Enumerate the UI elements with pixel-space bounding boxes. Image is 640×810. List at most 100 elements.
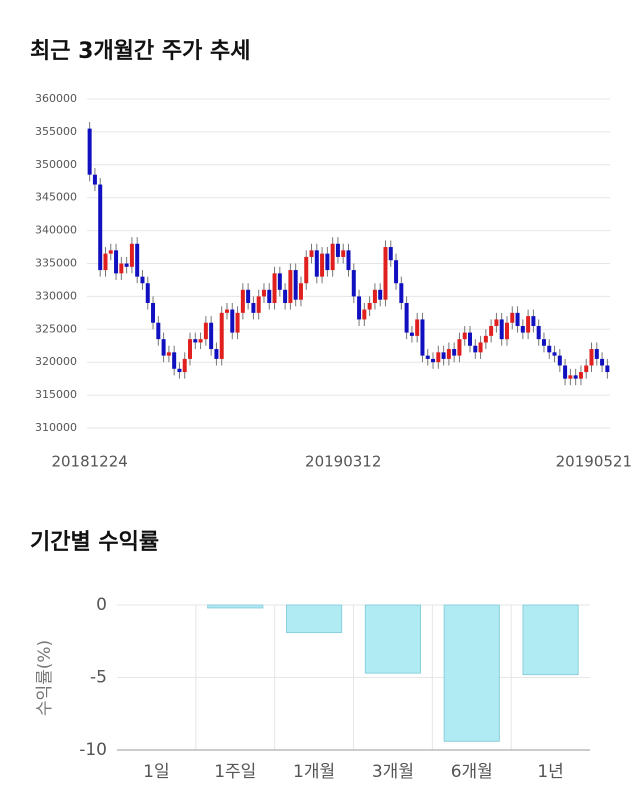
chart-title: 최근 3개월간 주가 추세 xyxy=(30,39,250,64)
y-tick-label: 0 xyxy=(96,595,107,615)
candle-body xyxy=(520,326,525,333)
candle-body xyxy=(446,349,451,359)
candle-body xyxy=(568,375,573,379)
y-tick-label: 310000 xyxy=(35,421,77,434)
candle-body xyxy=(409,332,414,336)
candle-body xyxy=(235,312,240,333)
candle-body xyxy=(119,263,124,274)
candle-body xyxy=(473,345,478,353)
x-tick-label: 20190312 xyxy=(305,453,381,471)
candle-body xyxy=(161,339,166,356)
candle-body xyxy=(367,302,372,310)
candle-body xyxy=(267,289,272,303)
candle-body xyxy=(346,250,351,271)
candle-body xyxy=(605,365,610,373)
candle-body xyxy=(135,243,140,277)
candle-body xyxy=(335,243,340,257)
candle-body xyxy=(145,283,150,303)
y-tick-label: -10 xyxy=(79,740,107,760)
candle-body xyxy=(224,309,229,313)
candle-body xyxy=(87,128,92,175)
candle-body xyxy=(536,326,541,340)
candle-body xyxy=(341,250,346,257)
candle-body xyxy=(489,326,494,336)
candle-body xyxy=(462,332,467,340)
candle-body xyxy=(394,260,399,284)
candle-body xyxy=(531,316,536,327)
candle-body xyxy=(399,283,404,303)
candle-body xyxy=(483,335,488,343)
candle-body xyxy=(372,289,377,303)
x-tick-label: 3개월 xyxy=(372,762,414,782)
bar xyxy=(364,604,422,674)
candle-body xyxy=(552,352,557,356)
bar xyxy=(285,604,343,634)
candle-body xyxy=(362,309,367,320)
candle-body xyxy=(557,355,562,366)
x-tick-label: 1년 xyxy=(537,762,563,782)
candle-body xyxy=(288,270,293,303)
y-tick-label: -5 xyxy=(90,668,107,688)
candle-body xyxy=(404,302,409,333)
candle-body xyxy=(219,312,224,359)
y-tick-label: 325000 xyxy=(35,322,77,335)
candle-body xyxy=(357,296,362,320)
x-tick-label: 1개월 xyxy=(293,762,335,782)
candle-body xyxy=(203,322,208,340)
y-tick-label: 355000 xyxy=(35,125,77,138)
y-tick-label: 335000 xyxy=(35,257,77,270)
candle-body xyxy=(304,256,309,284)
candle-body xyxy=(388,247,393,261)
candle-body xyxy=(214,349,219,359)
candle-body xyxy=(177,368,182,373)
candle-body xyxy=(230,309,235,333)
candle-body xyxy=(510,312,515,323)
candle-body xyxy=(188,339,193,359)
bar xyxy=(207,604,264,609)
candle-body xyxy=(246,289,251,303)
candle-body xyxy=(457,339,462,356)
candle-body xyxy=(594,349,599,359)
candle-body xyxy=(420,319,425,356)
candle-body xyxy=(436,352,441,363)
candle-body xyxy=(320,253,325,277)
candle-body xyxy=(124,263,129,267)
candle-body xyxy=(156,322,161,340)
candle-body xyxy=(547,345,552,353)
candle-body xyxy=(541,339,546,346)
candle-body xyxy=(140,276,145,284)
y-tick-label: 320000 xyxy=(35,355,77,368)
candle-body xyxy=(261,289,266,297)
y-tick-label: 360000 xyxy=(35,92,77,105)
candle-body xyxy=(103,253,108,271)
candle-body xyxy=(504,322,509,340)
candle-body xyxy=(98,184,103,271)
bar xyxy=(443,604,500,742)
candle-body xyxy=(478,342,483,353)
candle-body xyxy=(415,319,420,336)
candle-body xyxy=(325,253,330,271)
candle-body xyxy=(314,250,319,277)
candle-body xyxy=(251,302,256,313)
candle-body xyxy=(108,250,113,254)
candle-body xyxy=(431,358,436,363)
candle-body xyxy=(309,250,314,257)
x-tick-label: 1일 xyxy=(143,762,169,782)
y-tick-label: 340000 xyxy=(35,224,77,237)
y-tick-label: 350000 xyxy=(35,158,77,171)
candle-body xyxy=(351,270,356,297)
candle-body xyxy=(589,349,594,366)
candle-body xyxy=(441,352,446,359)
candle-body xyxy=(425,355,430,359)
candle-body xyxy=(298,283,303,300)
candle-body xyxy=(468,332,473,346)
candle-body xyxy=(383,247,388,300)
candle-body xyxy=(172,352,177,369)
candle-body xyxy=(193,339,198,343)
candle-body xyxy=(526,316,531,333)
x-tick-label: 1주일 xyxy=(214,762,256,782)
x-tick-label: 20190521 xyxy=(556,453,632,471)
candle-body xyxy=(499,319,504,340)
candle-body xyxy=(182,358,187,373)
